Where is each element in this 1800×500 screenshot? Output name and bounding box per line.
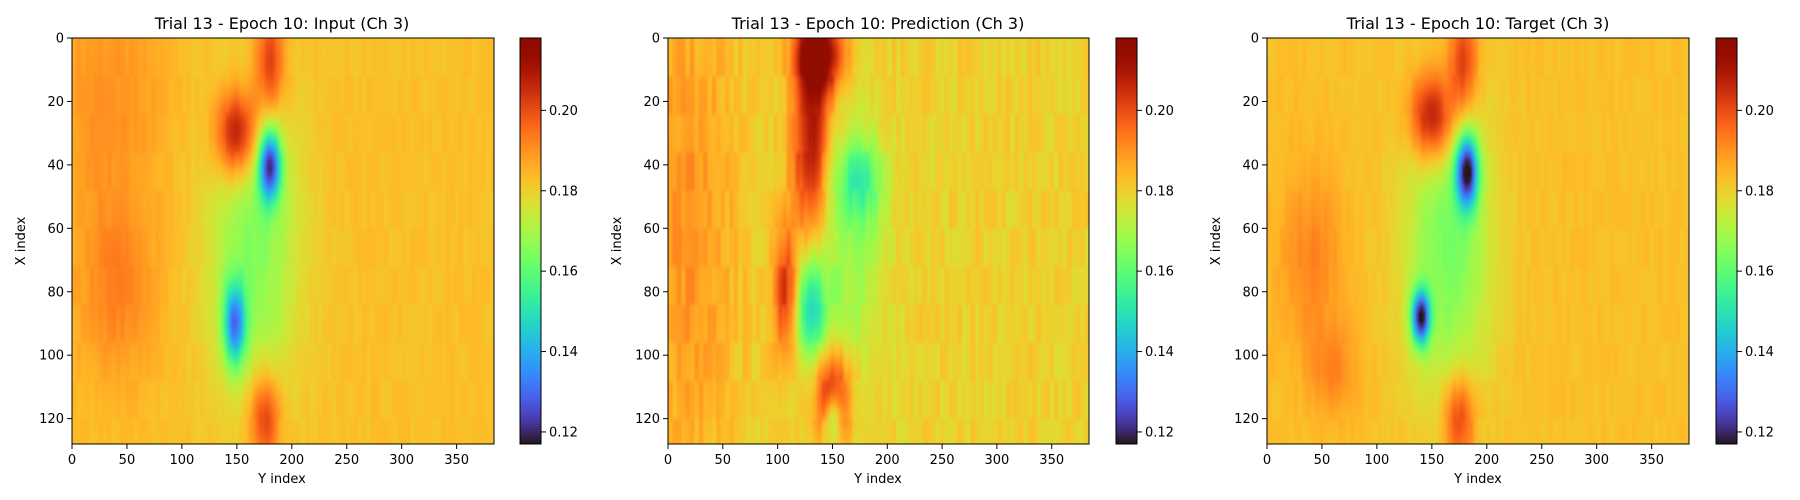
y-tick-label: 80 — [1242, 285, 1259, 300]
plot-frame — [667, 37, 1090, 445]
colorbar-tick-label: 0.16 — [1745, 265, 1774, 280]
colorbar-gradient — [520, 38, 541, 444]
colorbar-frame — [519, 37, 542, 445]
y-tick-label: 100 — [635, 349, 660, 364]
colorbar-tick-label: 0.14 — [1145, 345, 1174, 360]
y-tick-label: 60 — [47, 222, 64, 237]
colorbar-ticks: 0.12 0.14 0.16 0.18 0.20 — [1737, 104, 1774, 440]
y-axis-label: X index — [1209, 216, 1224, 265]
colorbar-tick-label: 0.18 — [1745, 184, 1774, 199]
colorbar-tick-label: 0.18 — [1145, 184, 1174, 199]
colorbar-tick-label: 0.12 — [1745, 425, 1774, 440]
heatmap-image — [668, 38, 1089, 444]
colorbar-tick-label: 0.18 — [549, 184, 578, 199]
y-tick-label: 60 — [1242, 222, 1259, 237]
x-tick-label: 300 — [984, 453, 1009, 468]
x-tick-label: 0 — [1263, 453, 1271, 468]
heatmap-image — [72, 38, 494, 444]
colorbar-frame — [1115, 37, 1138, 445]
y-axis-ticks: 0 20 40 60 80 100 120 — [1234, 32, 1267, 427]
y-tick-label: 80 — [47, 285, 64, 300]
x-tick-label: 0 — [664, 453, 672, 468]
x-axis-label: Y index — [853, 472, 902, 487]
y-tick-label: 40 — [643, 158, 660, 173]
colorbar-tick-label: 0.20 — [1145, 104, 1174, 119]
y-tick-label: 100 — [1234, 349, 1259, 364]
x-tick-label: 150 — [820, 453, 845, 468]
y-tick-label: 0 — [1251, 32, 1259, 47]
x-tick-label: 50 — [119, 453, 136, 468]
x-tick-label: 50 — [1314, 453, 1331, 468]
panel-target: Trial 13 - Epoch 10: Target (Ch 3) 0 50 10… — [1209, 14, 1774, 487]
y-tick-label: 40 — [47, 158, 64, 173]
y-axis-ticks: 0 20 40 60 80 100 120 — [635, 32, 668, 427]
x-tick-label: 200 — [1474, 453, 1499, 468]
y-axis-label: X index — [14, 216, 29, 265]
x-tick-label: 250 — [1529, 453, 1554, 468]
colorbar-tick-label: 0.16 — [1145, 265, 1174, 280]
x-axis-label: Y index — [1453, 472, 1502, 487]
colorbar-tick-label: 0.14 — [1745, 345, 1774, 360]
x-tick-label: 150 — [224, 453, 249, 468]
x-tick-label: 300 — [1584, 453, 1609, 468]
panel-title: Trial 13 - Epoch 10: Input (Ch 3) — [154, 14, 410, 33]
y-tick-label: 0 — [56, 32, 64, 47]
x-tick-label: 100 — [169, 453, 194, 468]
x-tick-label: 200 — [279, 453, 304, 468]
plot-frame — [71, 37, 495, 445]
x-tick-label: 150 — [1419, 453, 1444, 468]
x-tick-label: 300 — [389, 453, 414, 468]
x-tick-label: 100 — [1364, 453, 1389, 468]
x-axis-label: Y index — [257, 472, 306, 487]
plot-frame — [1266, 37, 1690, 445]
y-tick-label: 40 — [1242, 158, 1259, 173]
x-axis-ticks: 0 50 100 150 200 250 300 350 — [664, 444, 1064, 468]
panel-title: Trial 13 - Epoch 10: Target (Ch 3) — [1346, 14, 1610, 33]
colorbar-tick-label: 0.14 — [549, 345, 578, 360]
y-tick-label: 120 — [1234, 412, 1259, 427]
colorbar-tick-label: 0.12 — [549, 425, 578, 440]
y-tick-label: 80 — [643, 285, 660, 300]
x-tick-label: 350 — [1639, 453, 1664, 468]
x-tick-label: 200 — [875, 453, 900, 468]
x-tick-label: 350 — [1039, 453, 1064, 468]
y-tick-label: 60 — [643, 222, 660, 237]
y-tick-label: 100 — [39, 349, 64, 364]
colorbar-ticks: 0.12 0.14 0.16 0.18 0.20 — [1137, 104, 1174, 440]
x-tick-label: 50 — [715, 453, 732, 468]
x-tick-label: 0 — [68, 453, 76, 468]
colorbar-tick-label: 0.16 — [549, 265, 578, 280]
x-tick-label: 250 — [334, 453, 359, 468]
colorbar-gradient — [1716, 38, 1737, 444]
colorbar-ticks: 0.12 0.14 0.16 0.18 0.20 — [541, 104, 578, 440]
y-axis-label: X index — [610, 216, 625, 265]
colorbar-gradient — [1116, 38, 1137, 444]
heatmap-image — [1267, 38, 1689, 444]
y-tick-label: 20 — [643, 95, 660, 110]
panel-title: Trial 13 - Epoch 10: Prediction (Ch 3) — [731, 14, 1025, 33]
panel-prediction: Trial 13 - Epoch 10: Prediction (Ch 3) 0… — [610, 14, 1174, 487]
x-axis-ticks: 0 50 100 150 200 250 300 350 — [1263, 444, 1664, 468]
colorbar-tick-label: 0.20 — [549, 104, 578, 119]
x-tick-label: 350 — [444, 453, 469, 468]
x-tick-label: 250 — [930, 453, 955, 468]
panel-input: Trial 13 - Epoch 10: Input (Ch 3) 0 50 100… — [14, 14, 578, 487]
x-tick-label: 100 — [765, 453, 790, 468]
y-axis-ticks: 0 20 40 60 80 100 120 — [39, 32, 72, 427]
colorbar-frame — [1715, 37, 1738, 445]
y-tick-label: 120 — [39, 412, 64, 427]
y-tick-label: 0 — [652, 32, 660, 47]
colorbar-tick-label: 0.20 — [1745, 104, 1774, 119]
x-axis-ticks: 0 50 100 150 200 250 300 350 — [68, 444, 469, 468]
y-tick-label: 20 — [47, 95, 64, 110]
y-tick-label: 20 — [1242, 95, 1259, 110]
y-tick-label: 120 — [635, 412, 660, 427]
colorbar-tick-label: 0.12 — [1145, 425, 1174, 440]
